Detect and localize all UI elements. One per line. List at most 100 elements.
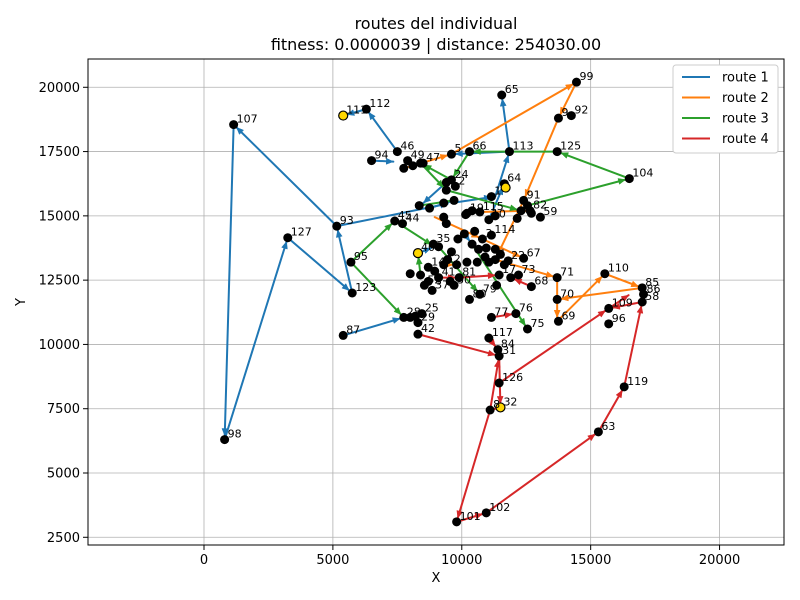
node-marker (462, 208, 472, 218)
node-marker (434, 273, 444, 283)
node-label: 37 (435, 278, 449, 291)
route-arrowhead (594, 276, 603, 285)
node-label: 19 (470, 201, 484, 214)
route-segment (524, 117, 560, 198)
node-label: 99 (579, 70, 593, 83)
node-marker (553, 316, 563, 326)
node-marker (512, 213, 522, 223)
node-marker (519, 195, 529, 205)
route-arrowhead (499, 98, 507, 107)
node-marker (497, 90, 507, 100)
route-segment (526, 178, 627, 207)
route-arrowhead (385, 157, 394, 165)
route-arrowhead (518, 317, 526, 327)
node-marker (399, 163, 409, 173)
node-marker (419, 280, 429, 290)
node-marker (338, 330, 348, 340)
route-arrowhead (545, 271, 554, 278)
node-label: 70 (560, 287, 574, 300)
node-label: 77 (494, 305, 508, 318)
node-label: 73 (521, 263, 535, 276)
node-label: 49 (411, 149, 425, 162)
node-label: 2 (458, 174, 465, 187)
node-marker (506, 273, 516, 283)
legend: route 1 route 2 route 3 route 4 (672, 64, 779, 154)
node-marker (475, 207, 485, 217)
route-arrowhead (630, 280, 640, 288)
route-segment (501, 97, 511, 153)
route-arrowhead (281, 240, 288, 250)
node-marker (465, 294, 475, 304)
legend-label: route 1 (722, 71, 769, 86)
node-label: 31 (502, 344, 516, 357)
x-tick-label: 5000 (316, 553, 349, 568)
route-segment (485, 433, 597, 514)
route-arrowhead (453, 168, 461, 178)
node-marker (459, 229, 469, 239)
node-marker (481, 243, 491, 253)
node-label: 92 (574, 104, 588, 117)
route-arrowhead (335, 229, 343, 238)
route-arrowhead (504, 311, 513, 319)
route-arrowhead (560, 294, 569, 302)
route-arrowhead (487, 349, 496, 357)
node-label: 9 (561, 106, 568, 119)
node-label: 109 (612, 296, 633, 309)
node-marker (413, 329, 423, 339)
route-arrowhead (559, 106, 567, 116)
node-label: 110 (608, 262, 629, 275)
route-segment (489, 358, 500, 411)
node-marker (639, 289, 649, 299)
route-segment (286, 236, 351, 292)
node-label: 101 (460, 510, 481, 523)
node-label: 86 (647, 282, 661, 295)
node-marker (486, 192, 496, 202)
node-label: 79 (483, 282, 497, 295)
node-marker (229, 120, 239, 130)
node-label: 22 (511, 249, 525, 262)
node-marker (503, 256, 513, 266)
node-label: 80 (473, 287, 487, 300)
node-label: 112 (369, 97, 390, 110)
node-label: 75 (531, 317, 545, 330)
node-marker (413, 318, 423, 328)
node-marker (494, 270, 504, 280)
node-marker (414, 201, 424, 211)
node-label: 40 (421, 241, 435, 254)
route-segment (450, 83, 575, 156)
node-label: 32 (503, 395, 517, 408)
node-label: 63 (601, 420, 615, 433)
route-arrowhead (587, 433, 596, 442)
node-marker (552, 147, 562, 157)
node-label: 76 (519, 302, 533, 315)
y-tick-label: 12500 (39, 274, 80, 289)
route-arrowhead (560, 152, 569, 159)
route-arrowhead (341, 283, 350, 291)
route-arrowhead (636, 305, 644, 314)
node-marker (566, 111, 576, 121)
y-axis-label: Y (14, 298, 29, 307)
node-marker (511, 309, 521, 319)
node-marker (425, 203, 435, 213)
node-label: 117 (492, 326, 513, 339)
node-label: 5 (454, 142, 461, 155)
node-marker (523, 324, 533, 334)
node-marker (475, 289, 485, 299)
plot-frame (87, 58, 785, 546)
node-marker (452, 517, 462, 527)
node-label: 58 (645, 290, 659, 303)
node-marker (486, 312, 496, 322)
node-label: 14 (431, 255, 445, 268)
node-label: 82 (533, 199, 547, 212)
legend-label: route 3 (722, 112, 769, 127)
node-marker (571, 77, 581, 87)
route-arrowhead (393, 306, 402, 315)
route-arrowhead (565, 83, 574, 91)
node-label: 47 (426, 151, 440, 164)
node-label: 65 (505, 83, 519, 96)
node-marker (519, 253, 529, 263)
node-label: 94 (375, 149, 389, 162)
route-segment (235, 126, 338, 228)
route-segment (223, 123, 235, 437)
